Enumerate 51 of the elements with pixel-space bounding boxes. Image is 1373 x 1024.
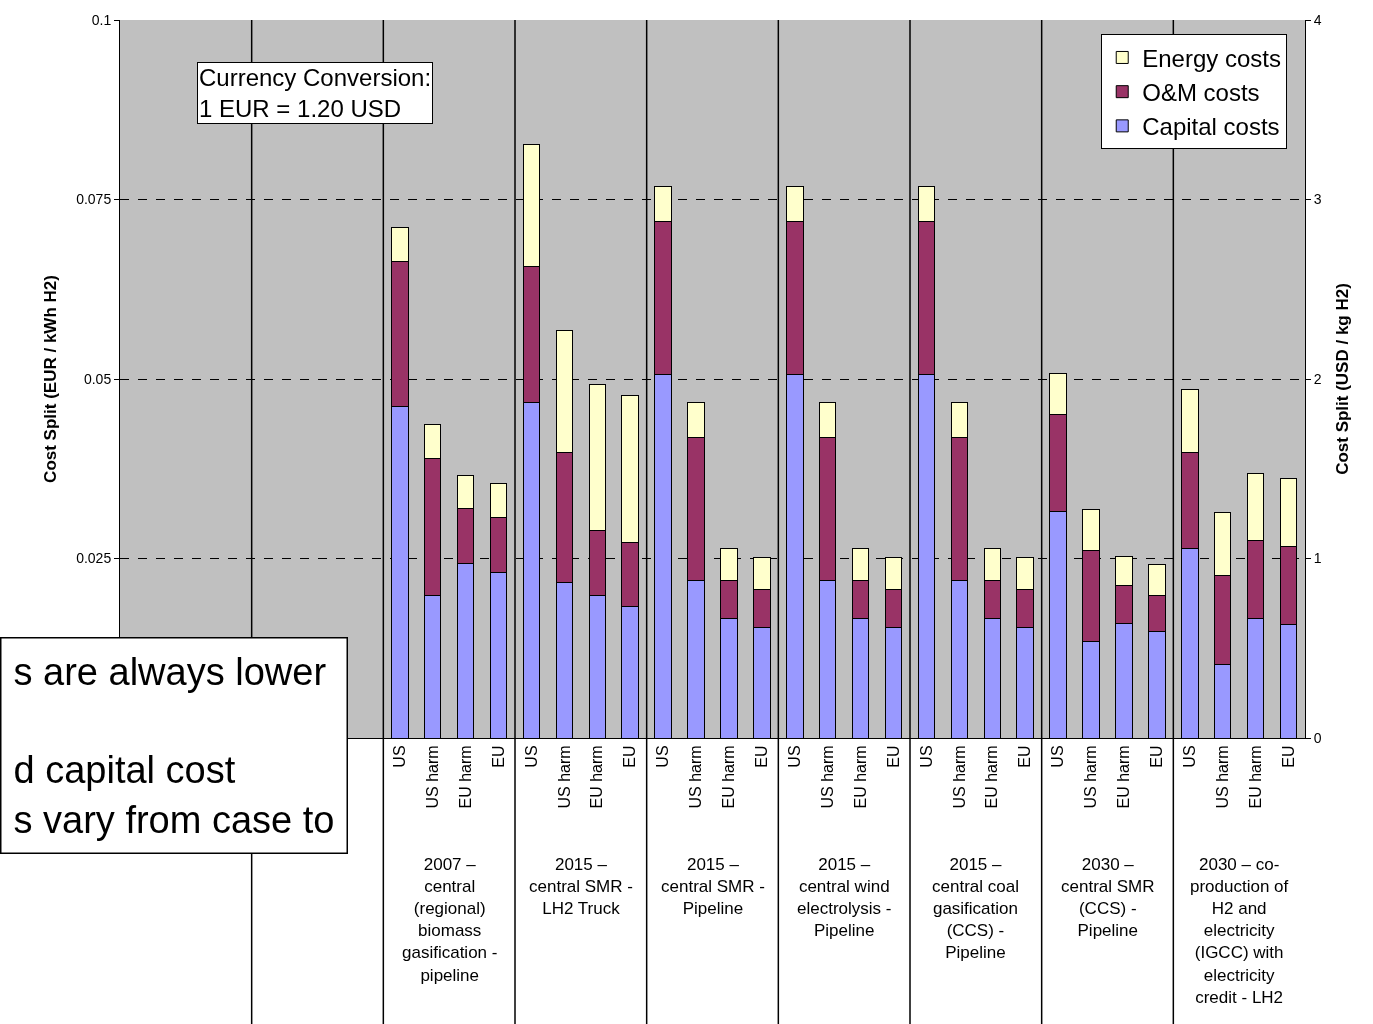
legend-label: Energy costs: [1142, 44, 1281, 72]
x-tick-label: US: [785, 745, 803, 768]
text: 2007 – central (regional) biomass gasification - pipeline: [402, 855, 498, 985]
x-tick-label: EU harm: [1246, 745, 1264, 809]
x-tick-label: EU harm: [588, 745, 606, 809]
text: 2015 – central SMR - Pipeline: [661, 855, 765, 919]
y-tick-label: 0.05: [83, 370, 112, 387]
x-tick-label: EU: [884, 745, 902, 768]
x-tick-label: US: [1180, 745, 1198, 768]
annotation: Currency Conversion: 1 EUR = 1.20 USD: [199, 64, 432, 123]
x-tick-label: US: [522, 745, 540, 768]
x-tick-label: EU harm: [851, 745, 869, 809]
x-tick-label: US harm: [555, 745, 573, 809]
x-tick-label: US: [654, 745, 672, 768]
y2-axis-title: Cost Split (USD / kg H2): [1333, 283, 1353, 475]
y2-tick-label: 1: [1313, 550, 1322, 567]
x-tick-label: EU: [621, 745, 639, 768]
text: s are always lower d capital cost s vary from case to: [13, 650, 335, 841]
x-tick-label: EU: [1279, 745, 1297, 768]
y-tick-label: 0.025: [76, 550, 112, 567]
x-tick-label: EU: [1016, 745, 1034, 768]
text: 2030 – central SMR (CCS) - Pipeline: [1061, 855, 1155, 941]
y-axis-title: Cost Split (EUR / kWh H2): [40, 275, 60, 483]
text: 2015 – central wind electrolysis - Pipeline: [797, 855, 892, 941]
y-tick-label: 0.075: [76, 191, 112, 208]
text: 2015 – central coal gasification (CCS) - Pipeline: [932, 855, 1019, 963]
text: 2030 – co- production of H2 and electricity (IGCC) with electricity credit - LH2: [1190, 855, 1289, 1007]
x-tick-label: US harm: [1082, 745, 1100, 809]
x-tick-label: EU harm: [1115, 745, 1133, 809]
legend-label: O&M costs: [1142, 79, 1260, 107]
x-tick-label: US harm: [1213, 745, 1231, 809]
x-tick-label: US: [390, 745, 408, 768]
x-tick-label: US harm: [687, 745, 705, 809]
x-tick-label: US harm: [423, 745, 441, 809]
legend-label: Capital costs: [1142, 113, 1280, 141]
x-tick-label: US: [917, 745, 935, 768]
x-tick-label: EU: [753, 745, 771, 768]
x-tick-label: EU harm: [983, 745, 1001, 809]
y2-tick-label: 0: [1313, 729, 1322, 746]
x-tick-label: EU harm: [456, 745, 474, 809]
x-tick-label: US harm: [950, 745, 968, 809]
x-tick-label: US harm: [818, 745, 836, 809]
x-tick-label: EU: [489, 745, 507, 768]
text: 2015 – central SMR - LH2 Truck: [529, 855, 633, 919]
y2-tick-label: 2: [1313, 370, 1322, 387]
x-tick-label: EU harm: [720, 745, 738, 809]
y2-tick-label: 4: [1313, 11, 1322, 28]
y-tick-label: 0.1: [91, 11, 112, 28]
x-tick-label: EU: [1148, 745, 1166, 768]
y2-tick-label: 3: [1313, 191, 1322, 208]
x-tick-label: US: [1049, 745, 1067, 768]
